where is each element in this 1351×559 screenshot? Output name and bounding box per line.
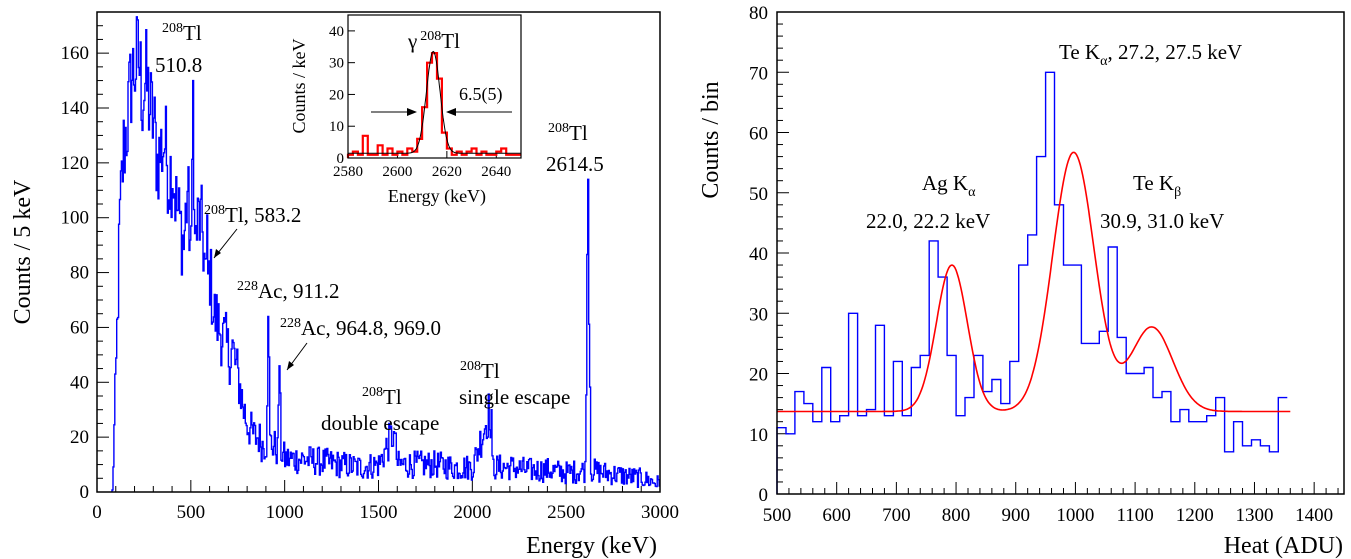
inset-fwhm-arrows [371, 108, 512, 116]
svg-text:double escape: double escape [321, 411, 439, 435]
right-x-tick-label: 1200 [1176, 505, 1214, 526]
annotation-te-kbeta-energy: 30.9, 31.0 keV [1100, 209, 1224, 233]
svg-text:228Ac, 964.8, 969.0: 228Ac, 964.8, 969.0 [280, 316, 441, 340]
annotation-tl-583: 208Tl, 583.2 [204, 203, 301, 259]
inset-fit-curve [348, 50, 521, 154]
annotation-ac-911: 228Ac, 911.2 [237, 279, 339, 303]
inset-y-tick-labels: 0 10 20 30 40 [329, 24, 344, 167]
svg-text:208Tl: 208Tl [460, 359, 500, 383]
right-y-tick-label: 60 [749, 124, 768, 145]
inset-x-axis-label: Energy (keV) [388, 186, 486, 207]
right-y-tick-label: 70 [749, 63, 768, 84]
inset-frame [347, 14, 522, 159]
right-x-tick-label: 1100 [1116, 505, 1153, 526]
right-fit-curve [777, 151, 1291, 413]
left-x-tick-label: 500 [177, 502, 206, 523]
left-spectrum-panel: 0 500 1000 1500 2000 2500 3000 020406080100120… [10, 11, 679, 559]
inset-x-tick-labels: 2580 2600 2620 2640 [333, 164, 511, 180]
inset-background [348, 15, 521, 158]
left-y-tick-label: 140 [61, 98, 90, 119]
left-y-tick-label: 20 [70, 427, 89, 448]
right-x-axis-label: Heat (ADU) [1224, 533, 1343, 559]
right-y-tick-label: 40 [749, 244, 768, 265]
right-x-tick-label: 1400 [1295, 505, 1333, 526]
svg-text:208Tl: 208Tl [162, 21, 202, 45]
annotation-tl-2614: 208Tl 2614.5 [546, 121, 604, 176]
svg-text:208Tl: 208Tl [548, 121, 588, 145]
annotation-te-kalpha: Te Kα, 27.2, 27.5 keV [1059, 40, 1242, 69]
inset-y-axis-label: Counts / keV [289, 38, 309, 133]
annotation-ag-kalpha: Ag Kα [922, 171, 976, 200]
left-y-tick-labels: 0 20 40 60 80 100 120 140 160 [61, 43, 90, 503]
inset-y-tick-label: 40 [329, 24, 344, 40]
right-y-tick-label: 10 [749, 425, 768, 446]
left-y-axis-label: Counts / 5 keV [10, 179, 36, 324]
right-x-tick-label: 1000 [1056, 505, 1094, 526]
svg-text:510.8: 510.8 [155, 53, 202, 77]
inset-x-tick-label: 2580 [333, 164, 363, 180]
inset-y-tick-label: 20 [329, 87, 344, 103]
left-x-tick-label: 1500 [360, 502, 398, 523]
right-y-tick-label: 50 [749, 184, 768, 205]
annotation-tl-double-escape: 208Tl double escape [321, 385, 439, 435]
right-x-tick-labels: 500 600 700 800 900 1000 1100 1200 1300 1400 [763, 505, 1333, 526]
left-x-tick-label: 3000 [641, 502, 679, 523]
inset-x-tick-label: 2620 [432, 164, 462, 180]
right-y-axis-label: Counts / bin [698, 81, 724, 198]
left-x-tick-label: 2000 [453, 502, 491, 523]
right-xray-panel: 500 600 700 800 900 1000 1100 1200 1300 1400 0 10 2… [698, 3, 1345, 559]
left-x-tick-label: 2500 [547, 502, 585, 523]
inset-title: γ 208Tl [407, 29, 460, 53]
inset-x-tick-label: 2640 [481, 164, 511, 180]
right-y-tick-label: 80 [749, 3, 768, 24]
svg-text:single escape: single escape [459, 385, 570, 409]
right-x-tick-label: 900 [1001, 505, 1030, 526]
left-x-tick-label: 0 [92, 502, 102, 523]
left-y-tick-label: 160 [61, 43, 90, 64]
left-plot-frame [96, 11, 661, 493]
left-spectrum-histogram [111, 16, 660, 492]
left-x-axis-label: Energy (keV) [526, 533, 657, 559]
left-tick-marks [96, 25, 661, 493]
inset-fwhm-label: 6.5(5) [459, 84, 503, 105]
right-y-tick-label: 30 [749, 304, 768, 325]
left-y-tick-label: 80 [70, 263, 89, 284]
right-y-tick-labels: 0 10 20 30 40 50 60 70 80 [749, 3, 768, 506]
right-x-tick-label: 700 [882, 505, 911, 526]
svg-text:208Tl, 583.2: 208Tl, 583.2 [204, 203, 301, 227]
right-y-tick-label: 20 [749, 365, 768, 386]
left-y-tick-label: 100 [61, 208, 90, 229]
left-y-tick-label: 40 [70, 372, 89, 393]
inset-y-tick-label: 0 [337, 151, 345, 167]
left-y-tick-label: 120 [61, 153, 90, 174]
inset-y-tick-label: 10 [329, 119, 344, 135]
right-x-tick-label: 1300 [1235, 505, 1273, 526]
right-tick-marks [776, 11, 1339, 495]
right-x-tick-label: 600 [822, 505, 851, 526]
annotation-ac-964: 228Ac, 964.8, 969.0 [280, 316, 441, 371]
left-x-tick-label: 1000 [266, 502, 304, 523]
right-plot-frame [776, 11, 1345, 495]
left-x-tick-labels: 0 500 1000 1500 2000 2500 3000 [92, 502, 679, 523]
left-y-tick-label: 60 [70, 317, 89, 338]
inset-x-tick-label: 2600 [382, 164, 412, 180]
annotation-tl-single-escape: 208Tl single escape [459, 359, 570, 409]
inset-histogram [346, 52, 521, 158]
right-histogram [776, 71, 1288, 494]
annotation-tl-510: 208Tl 510.8 [155, 21, 202, 77]
svg-text:208Tl: 208Tl [362, 385, 402, 409]
annotation-te-kbeta: Te Kβ [1133, 171, 1181, 200]
annotation-ag-kalpha-energy: 22.0, 22.2 keV [866, 209, 990, 233]
right-y-tick-label: 0 [759, 485, 769, 506]
left-y-tick-label: 0 [80, 482, 90, 503]
right-x-tick-label: 500 [763, 505, 792, 526]
svg-text:2614.5: 2614.5 [546, 152, 604, 176]
svg-text:228Ac, 911.2: 228Ac, 911.2 [237, 279, 339, 303]
inset-y-tick-label: 30 [329, 56, 344, 72]
right-x-tick-label: 800 [942, 505, 971, 526]
